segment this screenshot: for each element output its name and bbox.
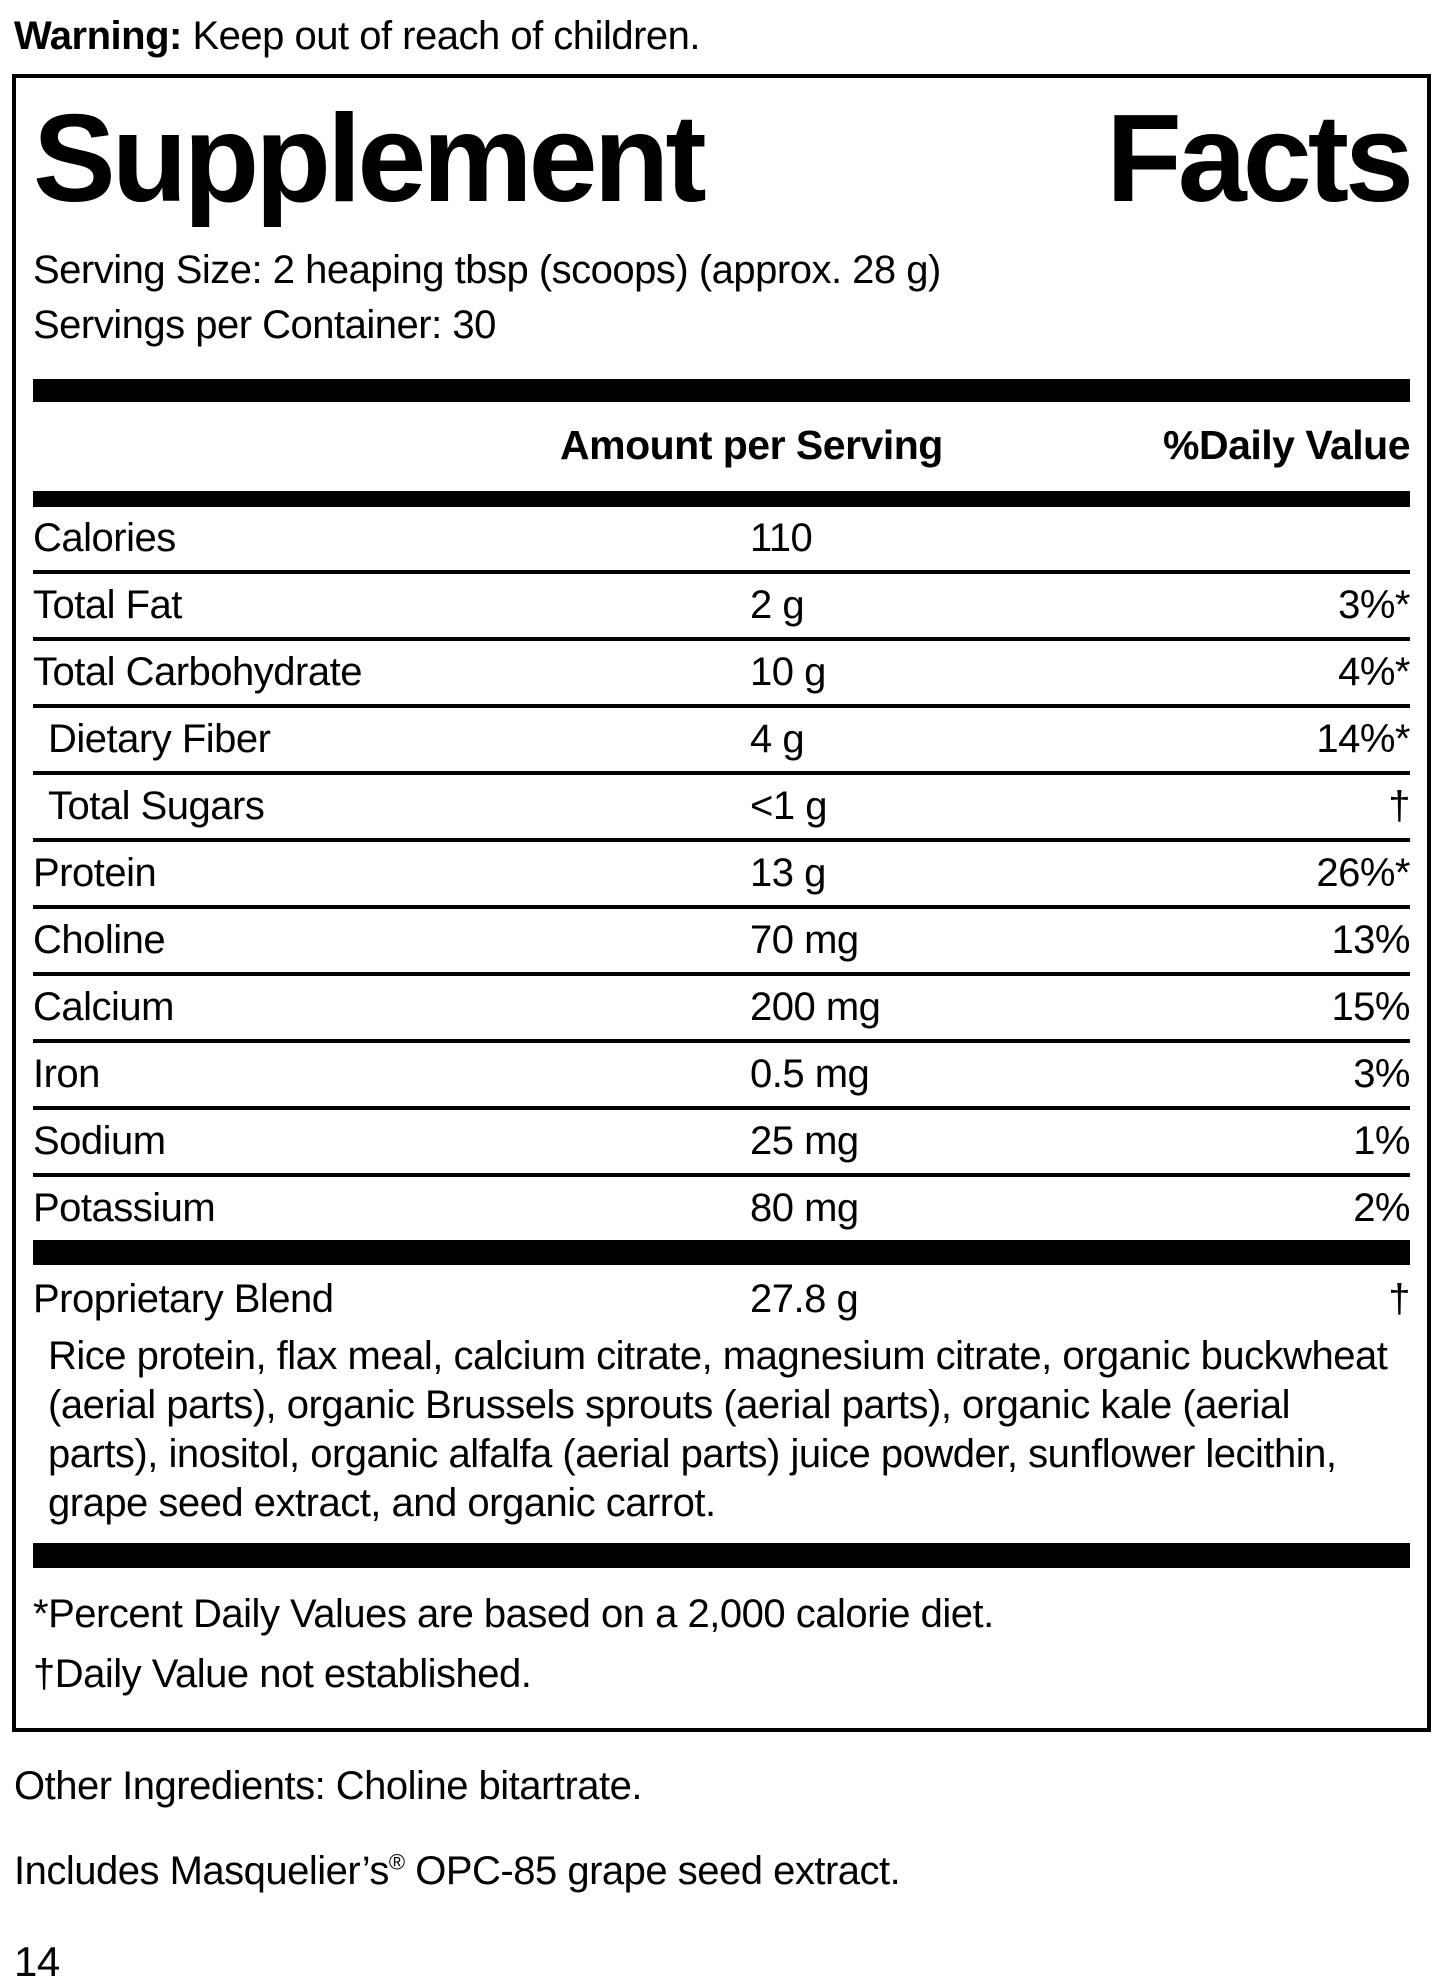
column-header-row: Amount per Serving %Daily Value [33, 402, 1410, 491]
nutrient-label: Iron [33, 1052, 100, 1097]
divider-bar-thick-blend [33, 1240, 1410, 1266]
nutrient-label: Total Carbohydrate [33, 650, 362, 695]
nutrient-daily-value: † [1388, 1277, 1410, 1322]
nutrient-amount: 13 g [750, 851, 826, 896]
page-number: 14 [14, 1938, 60, 1986]
proprietary-blend-ingredients: Rice protein, flax meal, calcium citrate… [48, 1334, 1388, 1525]
nutrient-amount: 4 g [750, 717, 805, 762]
nutrient-amount: 70 mg [750, 918, 859, 963]
proprietary-blend-row: Proprietary Blend 27.8 g † [33, 1265, 1410, 1328]
divider-bar-thick-mid [33, 491, 1410, 508]
nutrient-label: Protein [33, 851, 157, 896]
nutrient-label: Calcium [33, 985, 174, 1030]
nutrient-amount: 10 g [750, 650, 826, 695]
nutrient-label: Dietary Fiber [48, 717, 271, 762]
serving-size-line: Serving Size: 2 heaping tbsp (scoops) (a… [33, 247, 941, 292]
nutrient-daily-value: 3% [1353, 1052, 1410, 1097]
nutrient-label: Total Sugars [48, 784, 265, 829]
includes-line: Includes Masquelier’s® OPC-85 grape seed… [14, 1849, 1431, 1894]
registered-trademark-symbol: ® [388, 1850, 405, 1876]
warning-line: Warning: Keep out of reach of children. [14, 12, 1431, 60]
nutrient-row-total-sugars: Total Sugars <1 g † [33, 775, 1410, 843]
column-header-daily-value: %Daily Value [1163, 422, 1410, 469]
footnote-daily-value-not-established: †Daily Value not established. [33, 1652, 532, 1697]
nutrient-amount: 27.8 g [750, 1277, 859, 1322]
nutrient-row-potassium: Potassium 80 mg 2% [33, 1177, 1410, 1240]
nutrient-row-choline: Choline 70 mg 13% [33, 909, 1410, 977]
nutrient-row-protein: Protein 13 g 26%* [33, 842, 1410, 910]
nutrient-label: Potassium [33, 1186, 216, 1231]
nutrient-row-sodium: Sodium 25 mg 1% [33, 1110, 1410, 1178]
nutrient-daily-value: † [1388, 784, 1410, 829]
divider-bar-thick-bottom [33, 1543, 1410, 1569]
nutrient-row-calcium: Calcium 200 mg 15% [33, 976, 1410, 1044]
title-word-facts: Facts [1106, 90, 1414, 228]
includes-text-post: OPC-85 grape seed extract. [404, 1849, 901, 1894]
nutrient-row-dietary-fiber: Dietary Fiber 4 g 14%* [33, 708, 1410, 776]
servings-per-container-line: Servings per Container: 30 [33, 303, 496, 348]
nutrient-label: Sodium [33, 1119, 166, 1164]
panel-title: Supplement Facts [33, 90, 1414, 229]
nutrient-label: Choline [33, 918, 166, 963]
column-header-amount: Amount per Serving [560, 422, 943, 469]
nutrient-daily-value: 26%* [1316, 851, 1410, 896]
nutrient-daily-value: 13% [1331, 918, 1410, 963]
nutrient-daily-value: 15% [1331, 985, 1410, 1030]
nutrient-daily-value: 4%* [1338, 650, 1410, 695]
nutrient-row-calories: Calories 110 [33, 507, 1410, 575]
nutrient-amount: 2 g [750, 583, 805, 628]
nutrient-daily-value: 1% [1353, 1119, 1410, 1164]
nutrient-label: Calories [33, 516, 176, 561]
nutrient-row-total-carbohydrate: Total Carbohydrate 10 g 4%* [33, 641, 1410, 709]
other-ingredients-line: Other Ingredients: Choline bitartrate. [14, 1764, 643, 1809]
nutrient-amount: 110 [750, 516, 813, 561]
includes-text-pre: Includes Masquelier’s [14, 1849, 389, 1894]
nutrient-daily-value: 2% [1353, 1186, 1410, 1231]
nutrient-amount: 200 mg [750, 985, 881, 1030]
supplement-facts-panel: Supplement Facts Serving Size: 2 heaping… [12, 74, 1431, 1733]
nutrient-amount: 0.5 mg [750, 1052, 870, 1097]
title-word-supplement: Supplement [33, 90, 707, 228]
footnotes: *Percent Daily Values are based on a 2,0… [33, 1584, 1410, 1704]
nutrient-amount: 80 mg [750, 1186, 859, 1231]
footnote-percent-daily-value: *Percent Daily Values are based on a 2,0… [33, 1592, 994, 1637]
nutrient-amount: 25 mg [750, 1119, 859, 1164]
divider-bar-thick-top [33, 379, 1410, 403]
nutrient-label: Total Fat [33, 583, 182, 628]
nutrient-row-total-fat: Total Fat 2 g 3%* [33, 574, 1410, 642]
nutrient-row-iron: Iron 0.5 mg 3% [33, 1043, 1410, 1111]
nutrient-daily-value: 14%* [1316, 717, 1410, 762]
warning-text: Keep out of reach of children. [181, 14, 700, 58]
nutrient-amount: <1 g [750, 784, 827, 829]
nutrient-daily-value: 3%* [1338, 583, 1410, 628]
warning-label: Warning: [14, 14, 182, 58]
nutrient-label: Proprietary Blend [33, 1277, 334, 1322]
